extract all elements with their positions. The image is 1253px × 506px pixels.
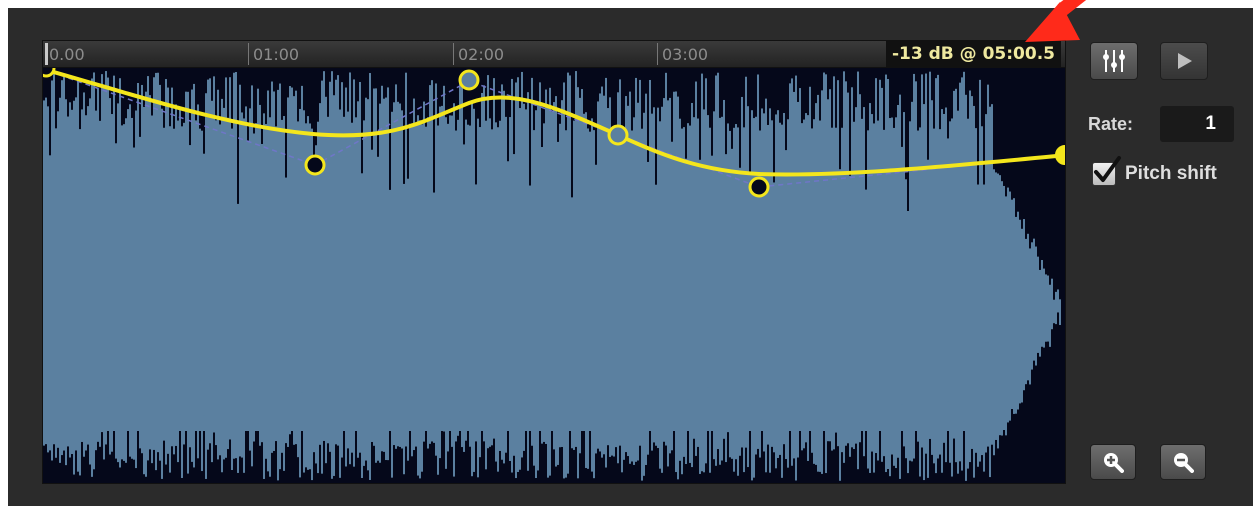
volume-envelope[interactable] [43,58,1066,198]
waveform-canvas[interactable] [43,41,1066,484]
zoom-out-icon [1174,453,1194,473]
timeline-ruler[interactable]: 0.00 01:00 02:00 03:00 -13 dB @ 05:00.5 [43,41,1065,68]
envelope-point[interactable] [304,154,326,176]
envelope-point[interactable] [607,124,629,146]
rate-label: Rate: [1088,114,1134,134]
sliders-icon [1103,50,1125,72]
waveform [43,71,1061,481]
zoom-in-icon [1104,453,1124,473]
tick-label: 0.00 [45,43,85,65]
zoom-out-button[interactable] [1160,444,1206,480]
envelope-guide-line [43,68,1065,188]
envelope-point[interactable] [748,176,770,198]
envelope-point[interactable] [458,69,480,91]
rate-input[interactable]: 1 [1160,106,1234,142]
envelope-end-point[interactable] [1055,145,1066,165]
zoom-in-button[interactable] [1090,444,1136,480]
equalizer-button[interactable] [1090,42,1138,80]
waveform-view[interactable]: 0.00 01:00 02:00 03:00 -13 dB @ 05:00.5 [42,40,1066,484]
tick-label: 03:00 [657,43,708,65]
pitch-shift-checkbox[interactable] [1092,156,1121,186]
envelope-curve [43,67,1065,177]
checkmark-icon [1094,156,1121,182]
play-icon [1178,53,1192,69]
tick-label: 01:00 [248,43,299,65]
play-button[interactable] [1160,42,1208,80]
annotation-arrow-icon [1025,0,1087,42]
tick-label: 02:00 [453,43,504,65]
level-readout: -13 dB @ 05:00.5 [886,41,1061,67]
pitch-shift-label: Pitch shift [1125,163,1217,184]
